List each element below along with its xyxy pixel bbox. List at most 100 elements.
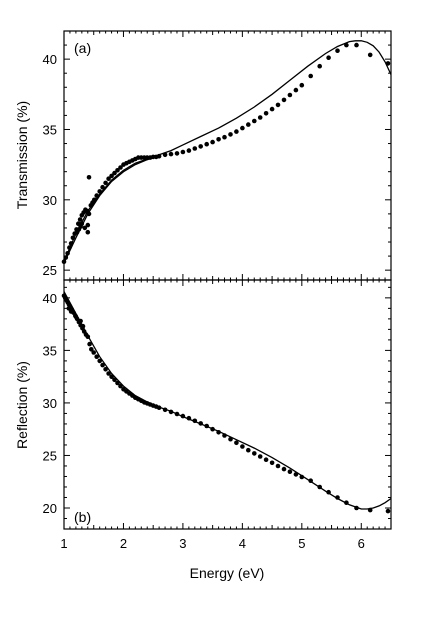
data-point xyxy=(112,170,117,176)
data-point xyxy=(367,52,373,58)
data-point xyxy=(335,495,340,500)
data-point xyxy=(317,63,323,69)
data-point xyxy=(354,505,359,511)
panel-reflection: 20 25 30 35 40 1 2 3 4 5 6 (b) Reflection (%) Ener… xyxy=(14,279,392,581)
panel-a-ylabel: Transmission (%) xyxy=(14,101,30,209)
panel-a-tick-labels: 25 30 35 40 xyxy=(43,52,57,278)
data-point xyxy=(65,251,70,256)
data-point xyxy=(317,484,323,490)
data-point xyxy=(240,444,245,449)
data-point xyxy=(100,184,105,190)
data-point xyxy=(97,189,102,194)
data-point xyxy=(228,132,233,137)
data-point xyxy=(326,55,331,60)
data-point xyxy=(246,122,251,127)
data-point xyxy=(269,460,275,466)
panel-a-frame xyxy=(63,30,392,281)
y-tick-label: 40 xyxy=(43,291,57,306)
fit-curve-line xyxy=(63,40,392,262)
data-point xyxy=(174,151,180,156)
data-point xyxy=(87,341,92,347)
data-point xyxy=(186,148,192,153)
data-point xyxy=(78,318,83,324)
y-tick-label: 40 xyxy=(43,52,57,67)
data-point xyxy=(91,350,96,355)
data-point xyxy=(73,314,79,320)
data-point xyxy=(385,61,391,66)
data-point xyxy=(228,436,233,442)
data-point xyxy=(252,118,257,124)
data-point xyxy=(103,180,108,186)
data-point xyxy=(174,411,180,417)
data-point xyxy=(80,323,86,329)
panel-b-frame xyxy=(63,279,392,530)
panel-a-label: (a) xyxy=(74,40,91,56)
data-point xyxy=(115,168,120,173)
data-point xyxy=(216,137,221,142)
data-point xyxy=(63,255,69,260)
data-point xyxy=(210,426,215,432)
data-point xyxy=(257,454,263,459)
fit-curve-line xyxy=(63,156,160,264)
y-tick-label: 30 xyxy=(43,193,57,208)
data-point xyxy=(354,42,359,48)
data-point xyxy=(192,146,198,151)
data-point xyxy=(85,222,91,228)
data-point xyxy=(263,457,269,463)
y-tick-label: 25 xyxy=(43,448,57,463)
data-point xyxy=(77,217,83,222)
x-tick-label: 2 xyxy=(120,536,127,551)
fit-curve-line xyxy=(63,291,392,510)
data-point xyxy=(85,229,91,235)
x-tick-label: 6 xyxy=(358,536,365,551)
data-point xyxy=(252,451,257,456)
data-point xyxy=(109,173,114,179)
panel-b-ylabel: Reflection (%) xyxy=(14,361,30,449)
data-point xyxy=(222,134,227,140)
data-point xyxy=(67,245,72,250)
data-point xyxy=(210,139,215,145)
x-axis-label: Energy (eV) xyxy=(190,565,265,581)
data-point xyxy=(308,73,314,79)
data-point xyxy=(118,165,123,170)
data-point xyxy=(109,374,114,380)
data-point xyxy=(94,354,99,360)
panel-a-ticks xyxy=(63,30,392,280)
data-point xyxy=(92,197,97,203)
data-point xyxy=(106,176,111,181)
data-point xyxy=(61,259,67,265)
data-point xyxy=(257,115,263,120)
data-point xyxy=(246,447,251,453)
data-point xyxy=(240,125,245,131)
data-point xyxy=(198,144,203,149)
x-tick-label: 3 xyxy=(179,536,186,551)
data-point xyxy=(94,193,99,198)
data-point xyxy=(293,472,299,477)
data-point xyxy=(263,111,269,116)
data-point xyxy=(293,87,299,93)
data-point xyxy=(344,500,349,506)
data-point xyxy=(180,149,186,155)
data-point xyxy=(326,489,331,495)
data-point xyxy=(168,409,174,415)
x-tick-label: 4 xyxy=(239,536,246,551)
data-point xyxy=(156,405,162,411)
data-point xyxy=(367,507,373,513)
data-point xyxy=(162,152,168,158)
data-point xyxy=(86,175,92,180)
data-point xyxy=(74,229,80,235)
data-point xyxy=(308,478,314,484)
data-point xyxy=(299,82,305,88)
panel-b-curves xyxy=(63,291,392,510)
data-point xyxy=(299,474,305,480)
data-point xyxy=(269,106,275,112)
data-point xyxy=(162,407,168,413)
data-point xyxy=(68,309,74,314)
y-tick-label: 35 xyxy=(43,343,57,358)
data-point xyxy=(385,508,391,514)
data-point xyxy=(100,362,105,368)
data-point xyxy=(180,413,186,419)
data-point xyxy=(156,153,162,159)
data-point xyxy=(344,42,349,48)
data-point xyxy=(68,241,74,246)
